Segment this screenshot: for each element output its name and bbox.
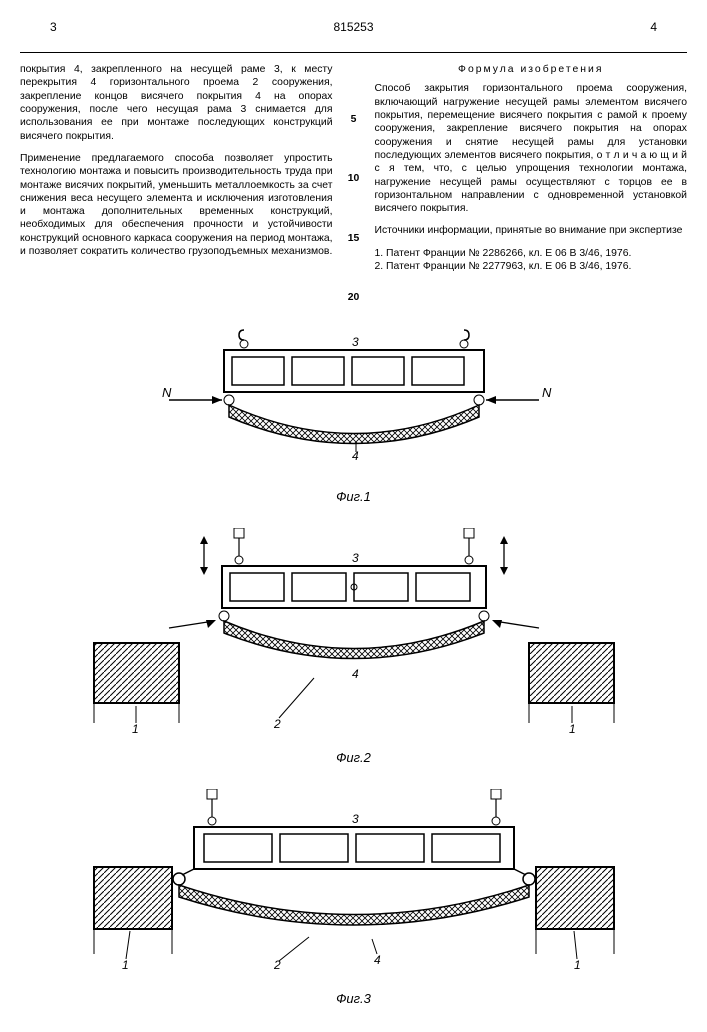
figures: 3 N N 4 Фиг.1 [20,322,687,1012]
ln-20: 20 [348,291,360,304]
right-column: Формула изобретения Способ закрытия гори… [375,63,688,304]
svg-text:1: 1 [574,958,581,972]
fig1-label: Фиг.1 [336,489,371,504]
formula-title: Формула изобретения [375,63,688,76]
svg-text:1: 1 [569,722,576,736]
svg-text:1: 1 [122,958,129,972]
header-rule [20,52,687,53]
svg-text:1: 1 [132,722,139,736]
line-numbers: 5 10 15 20 [345,63,363,304]
page-num-right: 4 [650,20,657,34]
ln-5: 5 [351,113,357,126]
page-header: 3 815253 4 [20,20,687,53]
svg-text:3: 3 [352,551,359,565]
text-columns: покрытия 4, закрепленного на несущей рам… [20,63,687,304]
left-p2: Применение предлагаемого способа позволя… [20,152,333,259]
svg-text:4: 4 [352,667,359,681]
patent-number: 815253 [333,20,373,34]
source-1: 1. Патент Франции № 2286266, кл. E 06 B … [375,247,688,260]
svg-text:4: 4 [374,953,381,967]
figure-2: 3 4 1 2 1 [74,528,634,738]
left-p1: покрытия 4, закрепленного на несущей рам… [20,63,333,143]
right-p1: Способ закрытия горизонтального проема с… [375,82,688,215]
svg-text:3: 3 [352,812,359,826]
left-column: покрытия 4, закрепленного на несущей рам… [20,63,333,304]
figure-1: 3 N N 4 [134,322,574,477]
svg-text:2: 2 [273,717,281,731]
ln-10: 10 [348,172,360,185]
svg-text:3: 3 [352,335,359,349]
svg-text:N: N [542,385,552,400]
source-2: 2. Патент Франции № 2277963, кл. E 06 B … [375,260,688,273]
figure-3: 3 1 2 4 1 [74,789,634,979]
page-num-left: 3 [50,20,57,34]
fig2-label: Фиг.2 [336,750,371,765]
fig3-label: Фиг.3 [336,991,371,1006]
ln-15: 15 [348,232,360,245]
svg-text:N: N [162,385,172,400]
sources-title: Источники информации, принятые во вниман… [375,224,688,237]
